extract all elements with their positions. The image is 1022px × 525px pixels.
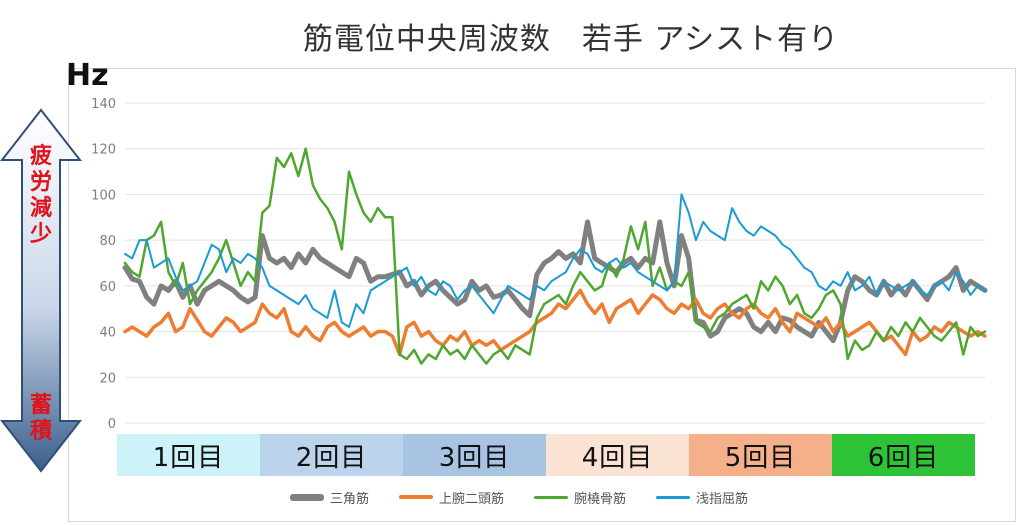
y-tick-label: 20 [99, 371, 116, 386]
y-tick-label: 100 [91, 188, 116, 203]
y-tick-label: 40 [99, 326, 116, 341]
session-band-3: 3回目 [403, 434, 546, 476]
y-tick-label: 80 [99, 234, 116, 249]
session-band-1: 1回目 [117, 434, 260, 476]
session-band-4: 4回目 [546, 434, 689, 476]
legend: 三角筋 上腕二頭筋 腕橈骨筋 浅指屈筋 [290, 486, 850, 508]
session-band-2: 2回目 [260, 434, 403, 476]
y-tick-label: 60 [99, 280, 116, 295]
y-axis-unit-label: Hz [66, 58, 109, 93]
legend-label: 浅指屈筋 [696, 491, 749, 507]
legend-label: 三角筋 [330, 491, 370, 507]
legend-item-biceps: 上腕二頭筋 [399, 488, 504, 507]
y-tick-label: 0 [108, 417, 116, 432]
series-line-4 [124, 193, 986, 328]
legend-swatch-brachioradialis [534, 495, 569, 499]
y-tick-label: 120 [91, 143, 116, 158]
legend-label: 腕橈骨筋 [574, 491, 627, 507]
series-line-3 [123, 147, 987, 365]
legend-swatch-biceps [399, 495, 434, 499]
gridlines [125, 102, 985, 424]
y-tick-label: 140 [91, 97, 116, 112]
legend-swatch-flexor [656, 495, 691, 499]
double-arrow-icon [0, 108, 83, 473]
session-bands: 1回目 2回目 3回目 4回目 5回目 6回目 [117, 434, 975, 476]
legend-item-flexor: 浅指屈筋 [656, 488, 748, 507]
legend-label: 上腕二頭筋 [439, 491, 505, 507]
chart-title: 筋電位中央周波数 若手 アシスト有り [302, 22, 840, 57]
series-line-2 [123, 288, 987, 357]
y-tick-labels: 0 20 40 60 80 100 120 140 [91, 97, 116, 432]
fatigue-accumulation-label: 蓄積 [29, 393, 52, 444]
session-band-5: 5回目 [689, 434, 832, 476]
fatigue-arrow: 疲労減少 蓄積 [0, 108, 83, 473]
fatigue-decrease-label: 疲労減少 [29, 144, 52, 247]
series-lines [122, 147, 988, 365]
legend-item-brachioradialis: 腕橈骨筋 [534, 488, 626, 507]
legend-swatch-deltoid [290, 493, 324, 501]
legend-item-deltoid: 三角筋 [290, 488, 369, 507]
session-band-6: 6回目 [832, 434, 975, 476]
